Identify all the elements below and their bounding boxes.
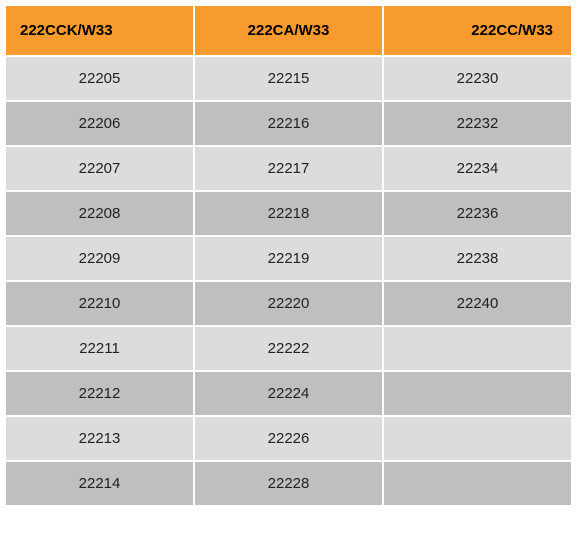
table-cell [384,417,571,460]
table-cell: 22216 [195,102,382,145]
table-cell: 22207 [6,147,193,190]
table-cell: 22217 [195,147,382,190]
table-cell: 22230 [384,57,571,100]
table-row: 222082221822236 [6,192,571,235]
table-cell: 22205 [6,57,193,100]
table-cell [384,462,571,505]
table-row: 222062221622232 [6,102,571,145]
table-cell: 22228 [195,462,382,505]
table-cell: 22224 [195,372,382,415]
table-row: 2221322226 [6,417,571,460]
table-cell: 22212 [6,372,193,415]
table-cell: 22214 [6,462,193,505]
table-row: 222092221922238 [6,237,571,280]
table-row: 2221222224 [6,372,571,415]
table-row: 2221122222 [6,327,571,370]
table-cell: 22240 [384,282,571,325]
table-cell [384,327,571,370]
table-cell: 22209 [6,237,193,280]
table-cell: 22213 [6,417,193,460]
table-cell: 22234 [384,147,571,190]
table-cell: 22218 [195,192,382,235]
table-cell: 22226 [195,417,382,460]
header-row: 222CCK/W33 222CA/W33 222CC/W33 [6,6,571,55]
table-row: 222052221522230 [6,57,571,100]
table-cell: 22210 [6,282,193,325]
table-cell [384,372,571,415]
table-cell: 22211 [6,327,193,370]
table-row: 222072221722234 [6,147,571,190]
col-header-1: 222CCK/W33 [6,6,193,55]
table-body: 2220522215222302220622216222322220722217… [6,57,571,505]
table-cell: 22238 [384,237,571,280]
table-cell: 22219 [195,237,382,280]
table-row: 222102222022240 [6,282,571,325]
col-header-2: 222CA/W33 [195,6,382,55]
table-cell: 22208 [6,192,193,235]
table-cell: 22220 [195,282,382,325]
table-cell: 22222 [195,327,382,370]
table-cell: 22206 [6,102,193,145]
table-cell: 22232 [384,102,571,145]
bearing-table: 222CCK/W33 222CA/W33 222CC/W33 222052221… [4,4,573,507]
table-cell: 22236 [384,192,571,235]
table-row: 2221422228 [6,462,571,505]
col-header-3: 222CC/W33 [384,6,571,55]
table-cell: 22215 [195,57,382,100]
